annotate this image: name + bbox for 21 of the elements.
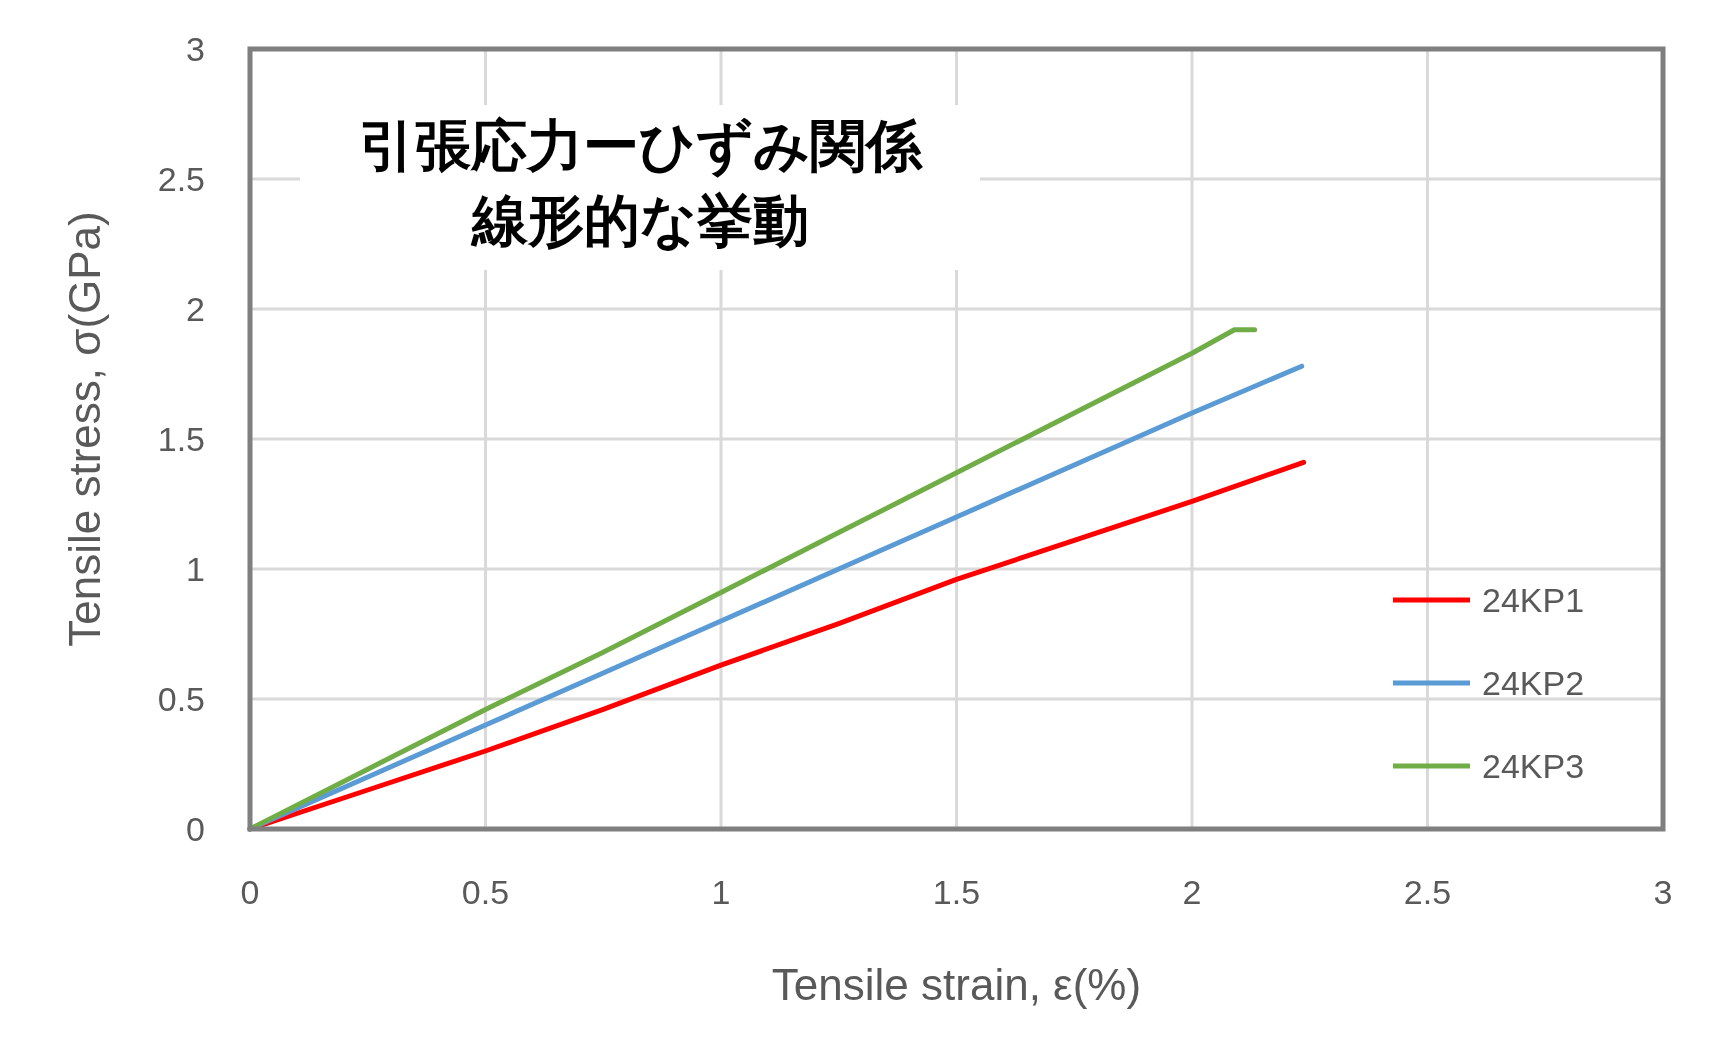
y-axis-title: Tensile stress, σ(GPa)	[60, 211, 109, 647]
y-tick-label: 0	[186, 810, 205, 848]
y-tick-label: 1	[186, 550, 205, 588]
y-tick-label: 1.5	[157, 420, 205, 458]
x-tick-label: 0	[240, 873, 260, 911]
x-tick-label: 2	[1182, 873, 1202, 911]
y-tick-label: 3	[186, 30, 205, 68]
legend-label: 24KP3	[1482, 747, 1585, 785]
x-tick-label: 2.5	[1403, 873, 1452, 911]
x-tick-label: 3	[1653, 873, 1673, 911]
text: 線形的な挙動	[469, 189, 809, 252]
x-tick-label: 1	[711, 873, 731, 911]
y-tick-label: 0.5	[157, 680, 205, 718]
x-tick-label: 0.5	[461, 873, 510, 911]
x-tick-label: 1.5	[932, 873, 981, 911]
x-axis-title: Tensile strain, ε(%)	[771, 960, 1142, 1009]
y-tick-label: 2	[186, 290, 205, 328]
legend-label: 24KP2	[1482, 664, 1585, 702]
legend-label: 24KP1	[1482, 581, 1585, 619]
y-tick-label: 2.5	[157, 160, 205, 198]
text: 引張応力ーひずみ関係	[358, 114, 923, 178]
